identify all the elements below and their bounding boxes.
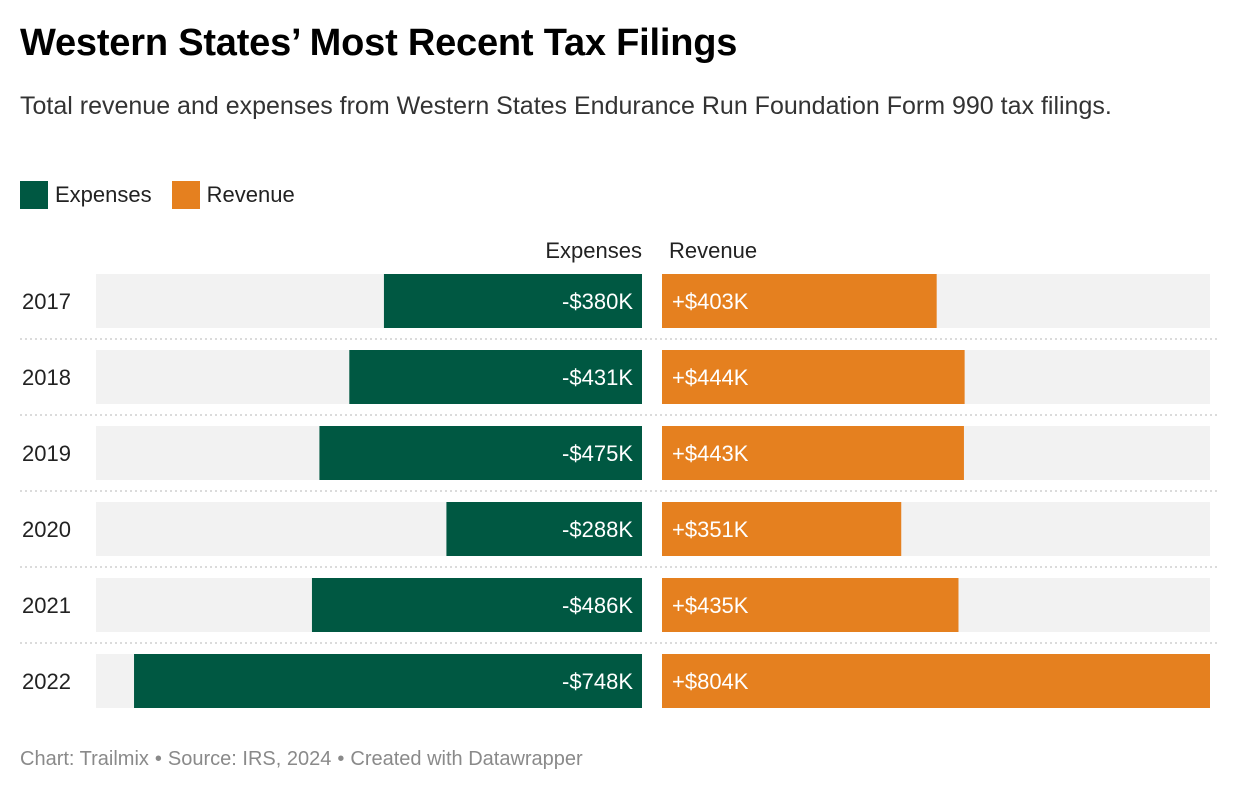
year-label: 2018 (22, 365, 71, 390)
expenses-value-label: -$380K (562, 289, 633, 314)
source-line: Chart: Trailmix • Source: IRS, 2024 • Create… (20, 748, 583, 771)
expenses-value-label: -$431K (562, 365, 633, 390)
chart-title: Western States’ Most Recent Tax Filings (20, 22, 738, 64)
revenue-bar (662, 654, 1210, 708)
legend: Expenses Revenue (20, 181, 315, 209)
source-reference: Source: IRS, 2024 (167, 748, 332, 770)
expenses-value-label: -$486K (562, 593, 633, 618)
revenue-value-label: +$435K (672, 593, 749, 618)
revenue-bar (662, 578, 959, 632)
legend-label-expenses: Expenses (55, 182, 152, 207)
revenue-bar (662, 426, 964, 480)
revenue-value-label: +$444K (672, 365, 749, 390)
source-created-with: Created with Datawrapper (350, 748, 583, 770)
source-separator: • (154, 748, 162, 770)
year-label: 2021 (22, 593, 71, 618)
revenue-bar (662, 502, 902, 556)
expenses-bar (349, 350, 642, 404)
expenses-value-label: -$475K (562, 441, 633, 466)
legend-swatch-expenses (20, 181, 48, 209)
source-separator: • (337, 748, 345, 770)
expenses-bar (383, 274, 642, 328)
revenue-value-label: +$351K (672, 517, 749, 542)
legend-label-revenue: Revenue (206, 182, 295, 207)
year-label: 2017 (22, 289, 71, 314)
revenue-value-label: +$403K (672, 289, 749, 314)
legend-item-expenses: Expenses (20, 181, 152, 209)
source-credit: Chart: Trailmix (20, 748, 149, 770)
revenue-value-label: +$804K (672, 669, 749, 694)
year-label: 2019 (22, 441, 71, 466)
expenses-value-label: -$288K (562, 517, 633, 542)
revenue-bar (662, 350, 965, 404)
chart-subtitle: Total revenue and expenses from Western … (20, 92, 1112, 120)
column-header-expenses: Expenses (545, 238, 642, 263)
expenses-bar (311, 578, 642, 632)
expenses-bar (134, 654, 642, 708)
year-label: 2020 (22, 517, 71, 542)
legend-item-revenue: Revenue (171, 181, 295, 209)
revenue-value-label: +$443K (672, 441, 749, 466)
expenses-bar (446, 502, 642, 556)
legend-swatch-revenue (171, 181, 200, 209)
column-header-revenue: Revenue (669, 238, 758, 263)
year-label: 2022 (22, 669, 71, 694)
revenue-bar (662, 274, 937, 328)
expenses-value-label: -$748K (562, 669, 633, 694)
expenses-bar (319, 426, 642, 480)
